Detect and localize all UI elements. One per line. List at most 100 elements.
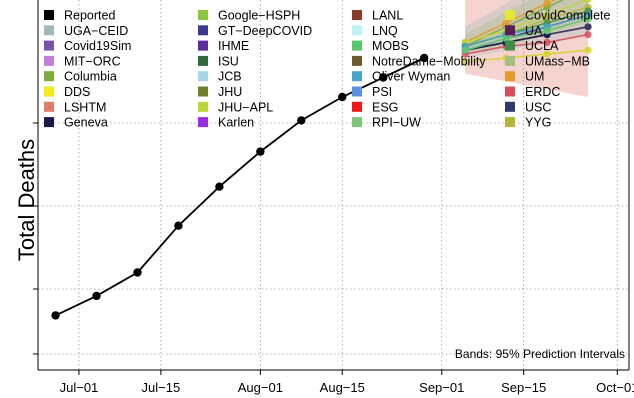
legend-label-karlen: Karlen — [218, 116, 254, 130]
legend-label-reported: Reported — [64, 9, 115, 23]
legend-swatch-psi — [352, 86, 362, 97]
series-point-mobs-2 — [543, 27, 551, 35]
reported-series-line — [55, 57, 425, 317]
legend-swatch-isu — [198, 55, 208, 66]
legend-swatch-oliver-wyman — [352, 71, 362, 82]
series-point-covidcomplete-2 — [543, 50, 551, 58]
legend-label-esg: ESG — [372, 100, 398, 114]
legend-label-yyg: YYG — [525, 116, 551, 130]
reported-point-3 — [174, 221, 183, 230]
legend-swatch-covid19sim — [44, 40, 54, 51]
legend-swatch-lnq — [352, 25, 362, 36]
legend-swatch-um — [505, 71, 515, 82]
legend-swatch-reported — [44, 10, 54, 20]
legend-swatch-erdc — [505, 86, 515, 97]
series-point-usc-3 — [584, 23, 592, 31]
series-point-mobs-0 — [461, 46, 469, 54]
x-tick-label-2: Aug−01 — [238, 380, 283, 395]
reported-point-7 — [338, 92, 347, 102]
legend-label-lanl: LANL — [372, 9, 403, 23]
legend-label-ihme: IHME — [218, 39, 249, 53]
legend-swatch-lanl — [352, 10, 362, 20]
forecast-lines — [461, 0, 592, 66]
legend-swatch-notredame-mobility — [352, 55, 362, 66]
series-line-covidcomplete — [465, 49, 589, 63]
legend-label-gt-deepcovid: GT−DeepCOVID — [218, 24, 312, 38]
series-point-mobs-3 — [584, 15, 592, 23]
reported-point-5 — [256, 147, 265, 156]
legend-swatch-ucla — [505, 40, 515, 51]
series-line-mobs — [464, 18, 589, 51]
reported-line — [51, 53, 429, 320]
legend-label-mit-orc: MIT−ORC — [64, 54, 121, 68]
legend-swatch-geneva — [44, 117, 54, 128]
legend-swatch-jhu-apl — [198, 101, 208, 112]
y-axis-label: Total Deaths — [14, 139, 39, 261]
reported-point-1 — [92, 291, 101, 301]
x-tick-label-6: Oct−01 — [596, 380, 634, 395]
series-point-covidcomplete-0 — [461, 58, 469, 66]
legend-label-uga-ceid: UGA−CEID — [64, 24, 128, 38]
legend-swatch-uga-ceid — [44, 25, 54, 36]
legend-swatch-lshtm — [44, 101, 54, 112]
x-tick-label-4: Sep−01 — [419, 380, 464, 395]
series-line-oliver-wyman — [464, 14, 589, 48]
x-tick-label-3: Aug−15 — [320, 380, 365, 395]
legend-label-psi: PSI — [372, 85, 392, 99]
legend-swatch-ihme — [198, 40, 208, 51]
legend-swatch-karlen — [198, 117, 208, 128]
reported-point-8 — [379, 73, 388, 82]
legend-label-umass-mb: UMass−MB — [525, 54, 590, 68]
legend-label-google-hsph: Google−HSPH — [218, 9, 300, 23]
reported-point-0 — [51, 311, 60, 320]
legend-label-ucla: UCLA — [525, 39, 559, 53]
legend-label-rpi-uw: RPI−UW — [372, 116, 421, 130]
reported-point-9 — [419, 53, 429, 63]
legend-swatch-esg — [352, 101, 362, 112]
legend-swatch-google-hsph — [198, 10, 208, 20]
legend-swatch-ua — [505, 25, 515, 36]
legend-swatch-rpi-uw — [352, 117, 362, 128]
grid — [38, 0, 629, 370]
legend-label-oliver-wyman: Oliver Wyman — [372, 70, 450, 84]
legend-label-dds: DDS — [64, 85, 90, 99]
legend-swatch-mit-orc — [44, 55, 54, 66]
legend-swatch-covidcomplete — [505, 10, 515, 20]
legend-swatch-umass-mb — [505, 55, 515, 66]
series-line-jhu-apl — [464, 0, 589, 44]
reported-point-2 — [133, 268, 142, 277]
legend-label-lnq: LNQ — [372, 24, 398, 38]
series-point-mobs-1 — [502, 34, 510, 43]
series-point-jhu-apl-3 — [584, 0, 592, 4]
legend-swatch-jcb — [198, 71, 208, 82]
series-point-erdc-2 — [543, 38, 551, 47]
legend-label-covid19sim: Covid19Sim — [64, 39, 131, 53]
legend-swatch-columbia — [44, 71, 54, 82]
legend-swatch-usc — [505, 101, 515, 112]
legend-swatch-gt-deepcovid — [198, 25, 208, 36]
legend-swatch-yyg — [505, 117, 515, 128]
series-point-um-2 — [543, 0, 551, 7]
series-line-um — [464, 0, 557, 44]
x-tick-label-0: Jul−01 — [60, 380, 99, 395]
legend-label-mobs: MOBS — [372, 39, 409, 53]
legend-label-geneva: Geneva — [64, 116, 108, 130]
legend-label-isu: ISU — [218, 54, 239, 68]
legend-label-erdc: ERDC — [525, 85, 560, 99]
legend-label-notredame-mobility: NotreDame−Mobility — [372, 54, 486, 68]
series-point-um-1 — [502, 19, 510, 27]
legend-label-columbia: Columbia — [64, 70, 117, 84]
legend-label-ua: UA — [525, 24, 543, 38]
legend-label-covidcomplete: CovidComplete — [525, 9, 611, 23]
legend-label-jhu-apl: JHU−APL — [218, 100, 273, 114]
legend-label-jcb: JCB — [218, 70, 242, 84]
bands-note: Bands: 95% Prediction Intervals — [455, 347, 625, 361]
reported-point-6 — [297, 116, 306, 125]
x-tick-label-5: Sep−15 — [501, 380, 546, 395]
legend-swatch-dds — [44, 86, 54, 97]
legend-label-um: UM — [525, 70, 544, 84]
series-line-erdc — [465, 33, 589, 55]
legend-label-usc: USC — [525, 100, 551, 114]
